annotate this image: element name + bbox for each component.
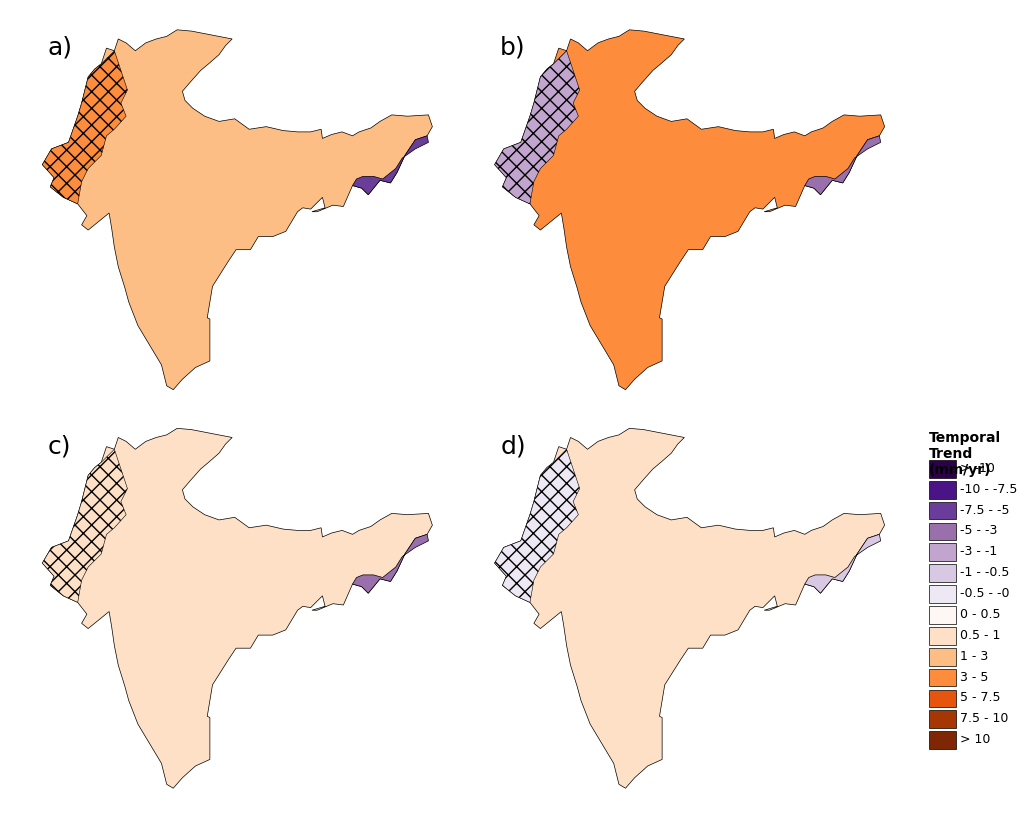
FancyBboxPatch shape (929, 669, 956, 686)
Text: -1 - -0.5: -1 - -0.5 (961, 566, 1010, 579)
Text: 1 - 3: 1 - 3 (961, 649, 988, 663)
Text: 0.5 - 1: 0.5 - 1 (961, 629, 1000, 642)
Text: -7.5 - -5: -7.5 - -5 (961, 504, 1010, 517)
Text: a): a) (48, 36, 73, 60)
Text: 0 - 0.5: 0 - 0.5 (961, 608, 1000, 621)
Text: -0.5 - -0: -0.5 - -0 (961, 587, 1010, 600)
FancyBboxPatch shape (929, 606, 956, 624)
FancyBboxPatch shape (929, 460, 956, 477)
Text: d): d) (501, 434, 526, 459)
FancyBboxPatch shape (929, 627, 956, 645)
FancyBboxPatch shape (929, 648, 956, 666)
Text: -10 - -7.5: -10 - -7.5 (961, 482, 1018, 495)
FancyBboxPatch shape (929, 544, 956, 561)
Polygon shape (495, 428, 885, 788)
Text: 7.5 - 10: 7.5 - 10 (961, 713, 1009, 726)
FancyBboxPatch shape (929, 731, 956, 749)
FancyBboxPatch shape (929, 523, 956, 541)
FancyBboxPatch shape (929, 690, 956, 708)
Polygon shape (42, 428, 432, 788)
FancyBboxPatch shape (929, 564, 956, 582)
FancyBboxPatch shape (929, 586, 956, 603)
Polygon shape (42, 450, 127, 603)
Text: 3 - 5: 3 - 5 (961, 671, 989, 684)
Text: -5 - -3: -5 - -3 (961, 524, 997, 537)
Text: > -10: > -10 (961, 462, 995, 475)
Text: b): b) (501, 36, 526, 60)
FancyBboxPatch shape (929, 502, 956, 519)
Text: 5 - 7.5: 5 - 7.5 (961, 691, 1000, 704)
Text: > 10: > 10 (961, 733, 990, 746)
Polygon shape (352, 136, 428, 195)
Polygon shape (495, 29, 885, 390)
FancyBboxPatch shape (929, 481, 956, 499)
Polygon shape (352, 534, 428, 593)
Polygon shape (805, 136, 881, 195)
FancyBboxPatch shape (929, 711, 956, 728)
Polygon shape (42, 29, 432, 390)
Polygon shape (495, 51, 580, 204)
Text: Temporal Trend (mm/yr): Temporal Trend (mm/yr) (929, 431, 1001, 477)
Polygon shape (42, 51, 127, 204)
Polygon shape (495, 450, 580, 603)
Text: -3 - -1: -3 - -1 (961, 545, 997, 559)
Polygon shape (805, 534, 881, 593)
Text: c): c) (48, 434, 72, 459)
